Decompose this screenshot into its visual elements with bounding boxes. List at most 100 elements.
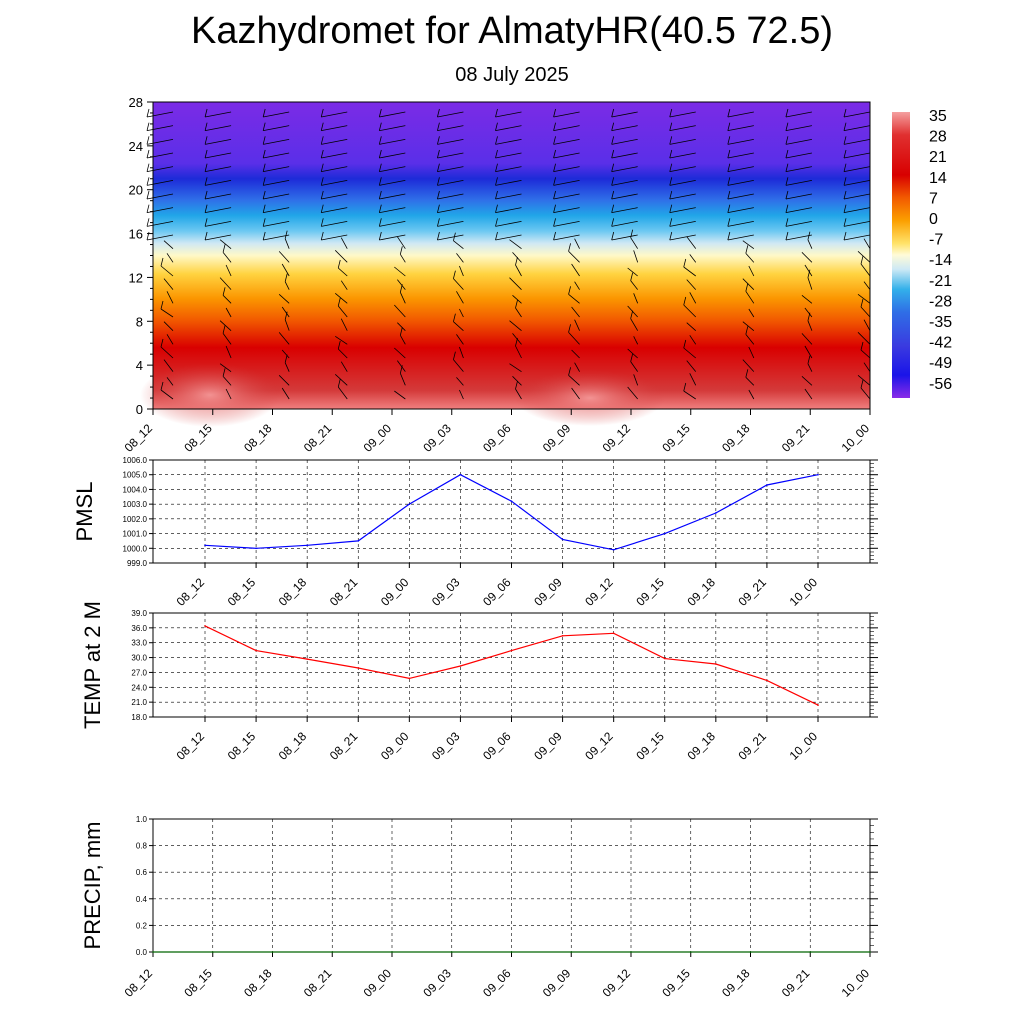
data-point xyxy=(204,544,206,547)
wind-barb xyxy=(321,220,348,227)
wind-barb xyxy=(553,125,580,132)
wind-barb xyxy=(337,267,348,277)
wind-barb-flag xyxy=(683,258,687,268)
wind-barb-flag xyxy=(515,337,518,347)
heatmap-x-tick-label: 09_03 xyxy=(420,421,454,455)
wind-barb xyxy=(146,111,174,118)
wind-barb xyxy=(611,179,638,186)
wind-barb-flag xyxy=(262,108,266,118)
wind-barb xyxy=(804,345,813,359)
wind-barb xyxy=(807,239,813,249)
wind-barb-flag xyxy=(611,231,615,241)
wind-barb xyxy=(669,166,696,173)
wind-barb-flag xyxy=(204,122,208,131)
heatmap-x-tick-label: 09_00 xyxy=(361,421,395,455)
wind-barb xyxy=(337,386,348,400)
wind-barb-flag xyxy=(843,218,847,227)
wind-barb xyxy=(222,376,232,386)
wind-barb xyxy=(669,138,696,145)
data-point xyxy=(766,679,768,682)
wind-barb xyxy=(727,193,754,200)
wind-barb-flag xyxy=(553,122,556,131)
wind-barb-flag xyxy=(843,190,847,200)
wind-barb-flag xyxy=(669,204,673,213)
wind-barb-flag xyxy=(204,204,208,213)
wind-barb xyxy=(843,234,871,241)
x-tick-label: 09_12 xyxy=(600,966,634,1000)
colorbar-label: 14 xyxy=(929,170,947,187)
wind-barb-flag xyxy=(204,177,208,186)
wind-barb-flag xyxy=(284,311,288,320)
wind-barb xyxy=(785,179,812,186)
wind-barb xyxy=(843,111,871,118)
wind-barb xyxy=(379,111,406,118)
wind-barb xyxy=(633,374,639,386)
wind-barb xyxy=(379,166,406,173)
wind-barb xyxy=(611,166,638,173)
wind-barb-flag xyxy=(669,177,673,186)
wind-barb xyxy=(456,377,464,386)
wind-barb-flag xyxy=(568,324,571,333)
wind-barb-flag xyxy=(320,204,324,213)
wind-barb xyxy=(574,238,580,249)
wind-barb xyxy=(397,236,406,249)
wind-barb-flag xyxy=(611,177,615,186)
heatmap-x-tick-label: 08_21 xyxy=(301,421,335,455)
wind-barb-flag xyxy=(160,257,164,267)
wind-barb-flag xyxy=(437,190,440,200)
wind-barb-flag xyxy=(204,136,208,145)
data-point xyxy=(715,512,717,514)
wind-barb-flag xyxy=(495,177,498,186)
wind-barb xyxy=(686,360,697,372)
wind-barb xyxy=(860,306,871,318)
wind-barb xyxy=(857,332,871,345)
wind-barb xyxy=(860,387,871,400)
wind-barb-flag xyxy=(515,299,518,309)
wind-barb xyxy=(742,359,755,372)
colorbar-label: -56 xyxy=(929,376,952,393)
wind-barb-flag xyxy=(437,136,440,145)
wind-barb-flag xyxy=(630,353,634,362)
colorbar-label: 35 xyxy=(929,108,947,125)
data-point xyxy=(817,473,819,476)
wind-barb-flag xyxy=(669,163,673,172)
wind-barb-flag xyxy=(843,231,847,241)
wind-barb-flag xyxy=(378,218,382,227)
wind-barb xyxy=(437,179,464,186)
x-tick-label: 09_09 xyxy=(531,729,565,763)
wind-barb xyxy=(222,333,232,345)
wind-barb xyxy=(205,179,232,186)
y-tick-label: 1005.0 xyxy=(123,471,148,480)
wind-barb-flag xyxy=(860,341,864,351)
wind-barb xyxy=(686,322,697,331)
data-point xyxy=(869,951,871,953)
heatmap-y-tick-label: 12 xyxy=(129,270,143,285)
wind-barb xyxy=(843,179,871,186)
x-tick-label: 09_18 xyxy=(684,575,718,609)
x-tick-label: 09_06 xyxy=(480,966,514,1000)
wind-barb-flag xyxy=(284,354,288,363)
wind-barb-flag xyxy=(320,163,324,172)
wind-barb-flag xyxy=(378,177,382,186)
wind-barb-flag xyxy=(843,204,847,213)
wind-barb xyxy=(263,111,290,118)
y-tick-label: 36.0 xyxy=(131,624,147,633)
wind-barb xyxy=(495,220,522,227)
wind-barb xyxy=(397,360,406,372)
x-tick-label: 08_15 xyxy=(225,575,259,609)
wind-barb xyxy=(321,111,348,118)
wind-barb-flag xyxy=(515,380,518,390)
wind-barb-flag xyxy=(553,190,556,200)
wind-barb-flag xyxy=(683,296,687,306)
wind-barb xyxy=(321,152,348,159)
wind-barb xyxy=(742,278,755,290)
wind-barb xyxy=(843,152,871,159)
wind-barb xyxy=(801,252,813,263)
x-tick-label: 08_21 xyxy=(327,729,361,763)
heatmap-y-tick-label: 8 xyxy=(136,314,143,329)
wind-barb-flag xyxy=(807,231,811,240)
wind-barb-flag xyxy=(146,122,150,131)
wind-barb xyxy=(321,193,348,200)
x-tick-label: 08_12 xyxy=(122,966,156,1000)
wind-barb-flag xyxy=(785,149,789,159)
